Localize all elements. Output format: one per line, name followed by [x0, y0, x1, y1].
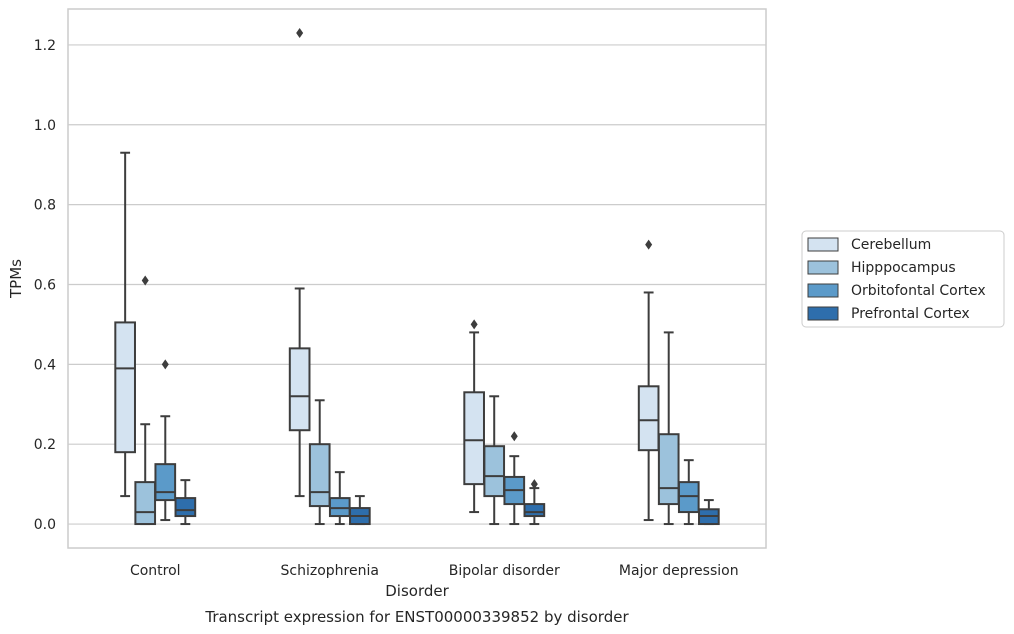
box-iqr [288, 347, 311, 432]
box-2-3 [523, 479, 546, 526]
box-0-0 [114, 151, 136, 498]
box-iqr [483, 445, 506, 498]
box-0-2 [154, 359, 177, 522]
box-2-0 [463, 319, 485, 514]
box-iqr [657, 433, 680, 506]
box-0-1 [134, 275, 157, 526]
outlier-point [161, 359, 169, 370]
y-tick-label: 1.2 [34, 38, 56, 54]
outlier-point [296, 27, 304, 38]
x-axis-label: Disorder [385, 582, 449, 600]
legend-label: Cerebellum [851, 237, 931, 253]
x-tick-label: Schizophrenia [281, 563, 379, 579]
box-iqr [523, 503, 546, 518]
box-2-2 [503, 431, 526, 526]
box-iqr [134, 481, 157, 526]
outlier-point [645, 239, 653, 250]
box-0-3 [174, 479, 197, 526]
outlier-point [510, 431, 518, 442]
box-iqr [174, 497, 197, 518]
box-iqr [114, 321, 136, 454]
outlier-point [141, 275, 149, 286]
plot-frame [67, 8, 767, 549]
y-gridlines [68, 44, 766, 525]
legend-label: Hipppocampus [851, 260, 956, 276]
box-1-2 [328, 471, 351, 526]
box-3-3 [698, 499, 720, 526]
y-tick-label: 0.8 [34, 198, 56, 214]
box-groups [114, 27, 720, 526]
legend-swatch [807, 237, 839, 252]
x-tick-label: Control [130, 563, 181, 579]
legend-label: Orbitofontal Cortex [851, 283, 986, 299]
box-3-0 [637, 239, 660, 522]
legend-swatch [807, 283, 839, 298]
box-1-0 [288, 27, 311, 498]
y-tick-label: 0.4 [34, 357, 56, 373]
box-1-3 [349, 495, 371, 526]
box-2-1 [483, 395, 506, 526]
x-tick-labels: Control Schizophrenia Bipolar disorder Majo… [130, 563, 739, 579]
outlier-point [470, 319, 478, 330]
legend-swatch [807, 260, 839, 275]
y-tick-labels: 0.0 0.2 0.4 0.6 0.8 1.0 1.2 [34, 38, 56, 533]
box-iqr [308, 443, 331, 508]
outlier-point [530, 479, 538, 490]
y-axis-label: TPMs [7, 259, 25, 299]
legend-swatch [807, 306, 839, 321]
box-1-1 [308, 399, 331, 526]
legend-label: Prefrontal Cortex [851, 306, 970, 322]
y-tick-label: 1.0 [34, 118, 56, 134]
box-3-2 [677, 459, 700, 526]
box-iqr [463, 391, 485, 486]
x-tick-label: Bipolar disorder [449, 563, 560, 579]
chart-caption: Transcript expression for ENST0000033985… [204, 608, 629, 626]
legend: Cerebellum Hipppocampus Orbitofontal Corte… [801, 230, 1005, 328]
legend-frame [801, 230, 1005, 328]
box-iqr [154, 463, 177, 502]
box-3-1 [657, 331, 680, 526]
x-tick-label: Major depression [619, 563, 739, 579]
y-tick-label: 0.2 [34, 437, 56, 453]
y-tick-label: 0.0 [34, 517, 56, 533]
y-tick-label: 0.6 [34, 277, 56, 293]
box-iqr [637, 385, 660, 452]
